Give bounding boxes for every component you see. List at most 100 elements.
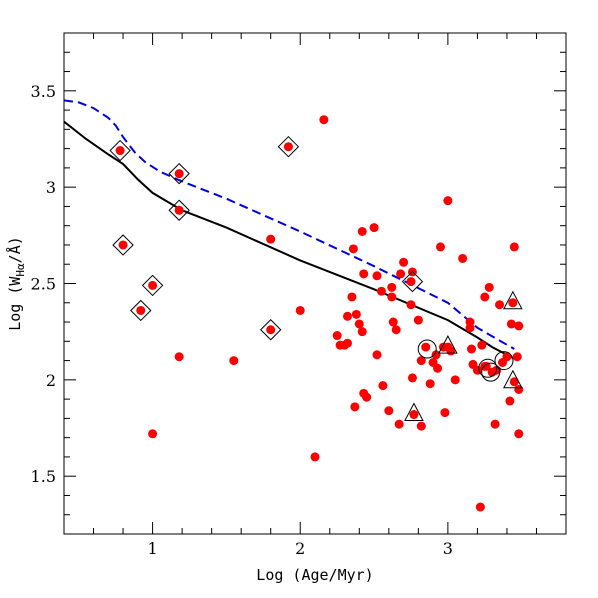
data-point: [283, 142, 293, 152]
data-point: [136, 305, 146, 315]
data-point: [378, 381, 388, 391]
plot-frame: [63, 32, 567, 535]
data-point: [481, 361, 491, 371]
diamond-marker: [130, 299, 152, 322]
data-point: [433, 363, 443, 373]
triangle-marker: [438, 335, 458, 354]
data-point: [416, 421, 426, 431]
data-point: [295, 305, 305, 315]
data-point: [514, 429, 524, 439]
y-axis-title-subscript: Hα: [14, 263, 27, 277]
data-point: [399, 257, 409, 267]
y-tick-label: 1.5: [31, 467, 56, 486]
y-tick-label: 3.5: [31, 82, 56, 101]
data-point: [174, 205, 184, 215]
circle-marker: [481, 362, 501, 382]
data-point: [512, 352, 522, 362]
data-point: [443, 196, 453, 206]
data-point: [266, 325, 276, 335]
data-point: [505, 396, 515, 406]
data-points: [115, 115, 524, 512]
data-point: [351, 309, 361, 319]
data-point: [396, 269, 406, 279]
data-point: [388, 317, 398, 327]
data-point: [450, 375, 460, 385]
data-point: [342, 338, 352, 348]
data-point: [359, 269, 369, 279]
data-point: [348, 244, 358, 254]
data-point: [362, 392, 372, 402]
x-axis-title: Log (Age/Myr): [256, 566, 373, 584]
triangle-marker: [503, 290, 523, 310]
diamond-marker: [168, 199, 190, 221]
triangle-marker: [503, 369, 523, 389]
x-tick-label: 3: [443, 539, 453, 558]
data-point: [514, 321, 524, 331]
data-point: [458, 253, 468, 263]
data-point: [467, 344, 477, 354]
x-tick-label: 2: [295, 539, 305, 558]
data-point: [413, 315, 423, 325]
diamond-marker: [109, 139, 131, 162]
x-tick-label: 1: [147, 539, 157, 558]
diamond-marker: [277, 135, 300, 158]
data-point: [407, 373, 417, 383]
diamond-marker: [112, 234, 134, 256]
y-tick-label: 2: [46, 371, 56, 390]
data-point: [509, 377, 519, 387]
data-point: [357, 226, 367, 236]
data-point: [508, 298, 518, 308]
diamond-marker: [259, 319, 282, 341]
data-point: [490, 419, 500, 429]
data-point: [332, 331, 342, 341]
data-point: [148, 280, 158, 290]
data-point: [319, 115, 329, 125]
data-point: [310, 452, 320, 462]
model-curves: [63, 99, 515, 360]
data-point: [342, 311, 352, 321]
data-point: [502, 352, 512, 362]
data-point: [394, 419, 404, 429]
diamond-marker: [401, 270, 424, 293]
solid-model-line: [63, 120, 515, 360]
data-point: [477, 340, 487, 350]
data-point: [475, 502, 485, 512]
data-point: [495, 300, 505, 310]
y-axis-title-prefix: Log (W: [6, 276, 24, 331]
data-point: [174, 352, 184, 362]
data-point: [425, 379, 435, 389]
data-point: [174, 169, 184, 179]
data-point: [421, 342, 431, 352]
data-point: [509, 242, 519, 252]
data-point: [387, 292, 397, 302]
y-tick-label: 3: [46, 178, 56, 197]
data-point: [372, 271, 382, 281]
data-point: [406, 277, 416, 287]
data-point: [354, 319, 364, 329]
data-point: [376, 286, 386, 296]
y-axis-title: Log (WHα/Å): [5, 236, 27, 331]
data-point: [440, 408, 450, 418]
data-point: [506, 319, 516, 329]
data-point: [409, 410, 419, 420]
data-point: [384, 406, 394, 416]
data-point: [115, 146, 125, 156]
data-point: [465, 323, 475, 333]
data-point: [416, 356, 426, 366]
data-point: [350, 402, 360, 412]
data-point: [148, 429, 158, 439]
data-point: [514, 384, 524, 394]
data-point: [229, 356, 239, 366]
data-point: [431, 350, 441, 360]
y-tick-label: 2.5: [31, 275, 56, 294]
tick-labels: 1 2 3 1.5 2 2.5 3 3.5: [31, 82, 453, 558]
data-point: [406, 300, 416, 310]
circle-marker: [417, 339, 437, 359]
circle-marker: [478, 358, 498, 378]
data-point: [357, 327, 367, 337]
overlay-markers: [109, 135, 523, 422]
data-point: [266, 234, 276, 244]
circle-marker: [494, 351, 514, 371]
data-point: [484, 282, 494, 292]
